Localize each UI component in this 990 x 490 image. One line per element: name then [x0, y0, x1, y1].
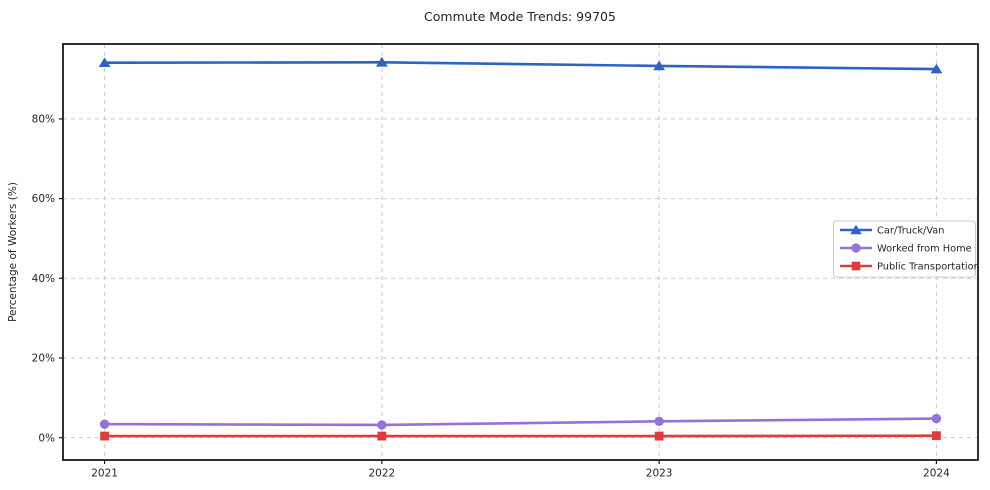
series-line-worked-from-home [104, 417, 937, 427]
data-point-triangle [653, 60, 666, 71]
y-tick-label: 20% [32, 353, 55, 365]
data-point-triangle [98, 57, 111, 68]
x-tick-label: 2022 [368, 468, 395, 480]
square-marker-icon [851, 261, 861, 271]
legend-entry-car-truck-van: Car/Truck/Van [840, 224, 944, 237]
legend-label: Worked from Home [877, 244, 972, 255]
data-point-square [100, 431, 109, 441]
data-point-triangle [930, 63, 943, 74]
y-tick-label: 80% [32, 114, 55, 126]
y-tick-label: 40% [32, 273, 55, 285]
legend: Car/Truck/Van Worked from Home Public Tr… [833, 220, 980, 278]
data-point-circle [654, 416, 664, 427]
x-tick-label: 2021 [91, 468, 118, 480]
series-worked-from-home [99, 413, 942, 430]
y-tick-label: 0% [38, 432, 55, 444]
legend-label: Car/Truck/Van [877, 226, 944, 237]
x-tick-label: 2023 [646, 468, 673, 480]
circle-marker-icon [851, 243, 861, 253]
y-tick-label: 60% [32, 193, 55, 205]
triangle-marker-icon [850, 224, 862, 235]
series-car-truck-van [98, 56, 943, 74]
gridlines [63, 44, 978, 460]
series-layer [98, 56, 943, 441]
data-point-square [932, 431, 941, 441]
data-point-triangle [375, 56, 388, 67]
legend-entry-public-transportation: Public Transportation [840, 262, 980, 273]
data-point-square [654, 431, 664, 441]
legend-label: Public Transportation [877, 262, 980, 273]
data-point-square [377, 431, 387, 441]
axes: 0% 20% 40% 60% 80% 2021 2022 2023 2024 [32, 114, 950, 480]
data-point-circle [931, 413, 942, 424]
legend-box [833, 220, 976, 278]
data-point-circle [377, 420, 387, 430]
series-line-car-truck-van [104, 61, 937, 71]
series-public-transportation [100, 431, 941, 441]
data-point-circle [99, 419, 110, 429]
legend-entry-worked-from-home: Worked from Home [840, 243, 972, 255]
y-axis-label: Percentage of Workers (%) [7, 182, 19, 322]
plot-border [62, 43, 979, 461]
chart-title: Commute Mode Trends: 99705 [424, 9, 616, 24]
x-tick-label: 2024 [923, 468, 950, 480]
